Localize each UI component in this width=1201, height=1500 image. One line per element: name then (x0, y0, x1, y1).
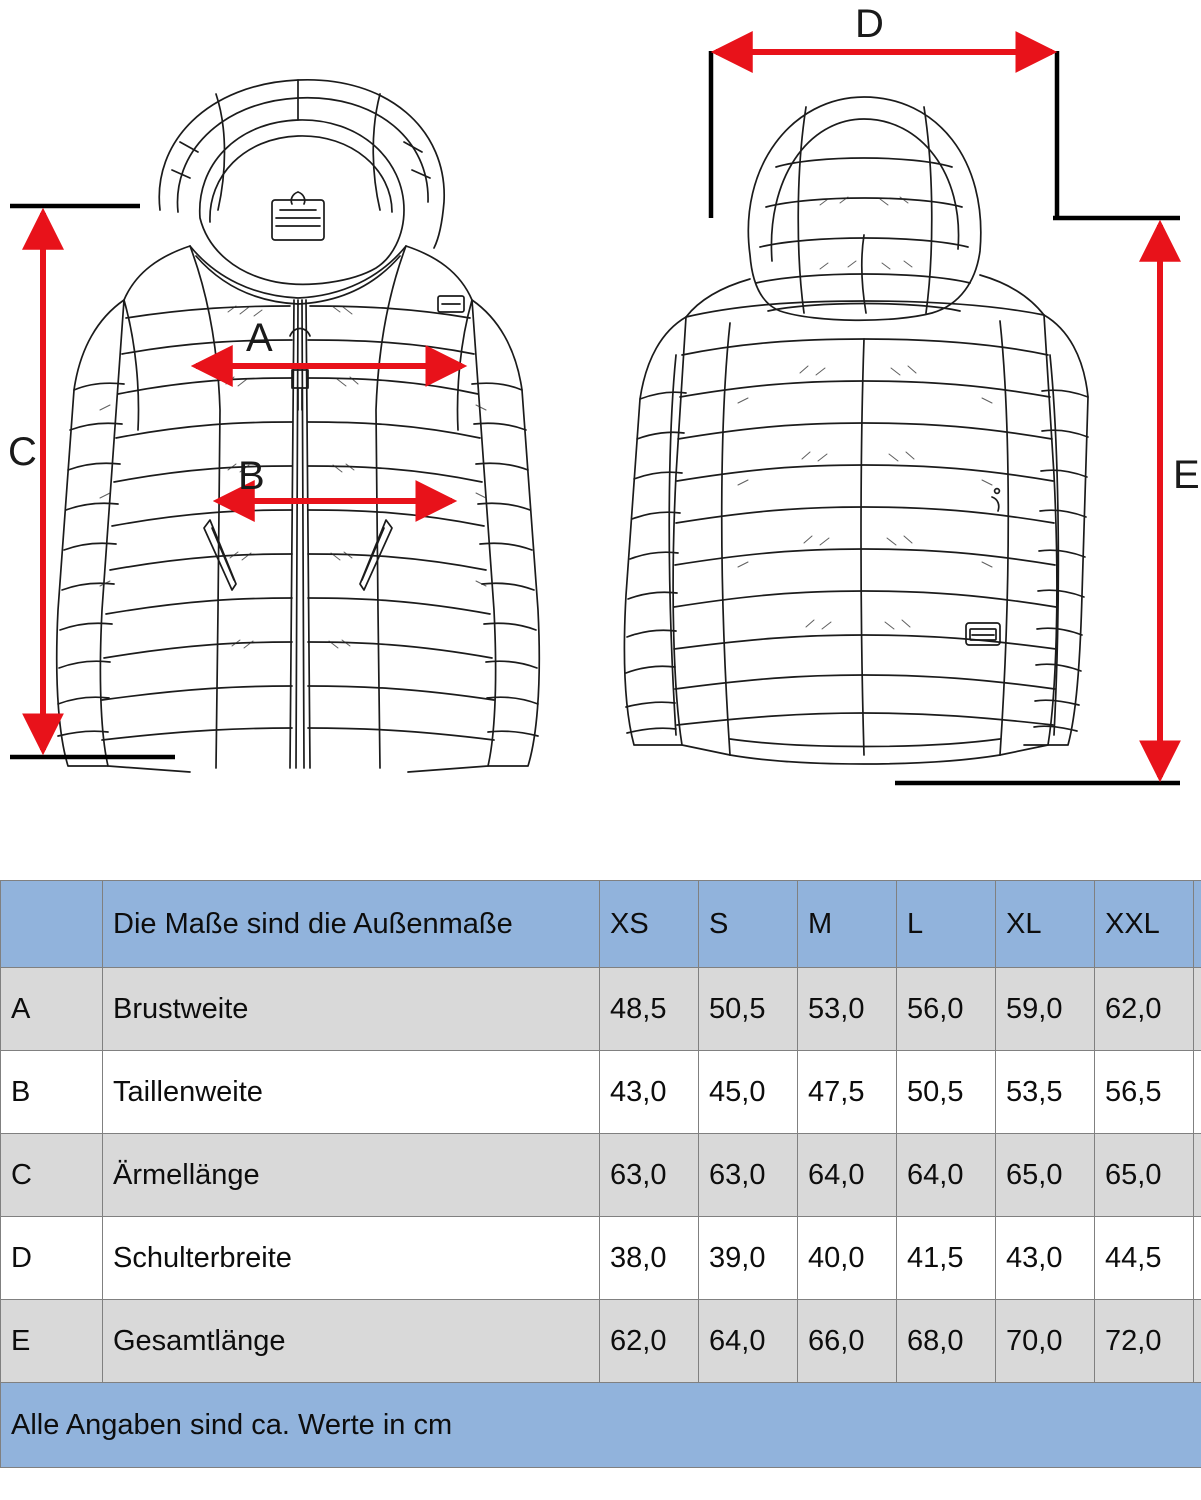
back-view-jacket-drawing (623, 96, 1089, 765)
row-value: 63,0 (698, 1133, 798, 1217)
header-size-xs: XS (599, 880, 699, 968)
measure-label-B: B (238, 454, 265, 498)
measure-label-C: C (8, 430, 37, 474)
row-letter: C (0, 1133, 103, 1217)
row-name: Schulterbreite (102, 1216, 600, 1300)
footer-note: Alle Angaben sind ca. Werte in cm (0, 1382, 1201, 1468)
header-size-l: L (896, 880, 996, 968)
row-value: 56,5 (1094, 1050, 1194, 1134)
row-value: 62,0 (1094, 967, 1194, 1051)
row-value: 41,5 (896, 1216, 996, 1300)
row-value: 53,5 (995, 1050, 1095, 1134)
measure-label-E: E (1173, 453, 1200, 497)
jacket-illustration-area: A B C D E (8, 2, 1200, 786)
size-chart-table: Die Maße sind die AußenmaßeXSSMLXLXXL3XL… (0, 880, 1201, 1468)
row-value: 50,5 (896, 1050, 996, 1134)
row-value: 40,0 (797, 1216, 897, 1300)
row-value: 48,5 (599, 967, 699, 1051)
measurement-overlay (10, 31, 1181, 786)
row-name: Brustweite (102, 967, 600, 1051)
row-value: 64,0 (797, 1133, 897, 1217)
row-letter: E (0, 1299, 103, 1383)
row-value: 39,0 (698, 1216, 798, 1300)
row-value: 46,0 (1193, 1216, 1201, 1300)
row-name: Taillenweite (102, 1050, 600, 1134)
row-value: 53,0 (797, 967, 897, 1051)
row-value: 44,5 (1094, 1216, 1194, 1300)
row-value: 38,0 (599, 1216, 699, 1300)
row-letter: D (0, 1216, 103, 1300)
table-header-row: Die Maße sind die AußenmaßeXSSMLXLXXL3XL (0, 880, 1201, 968)
row-value: 43,0 (599, 1050, 699, 1134)
header-size-xl: XL (995, 880, 1095, 968)
row-value: 43,0 (995, 1216, 1095, 1300)
row-value: 70,0 (995, 1299, 1095, 1383)
row-value: 59,0 (995, 967, 1095, 1051)
row-value: 68,0 (896, 1299, 996, 1383)
row-value: 65,0 (1193, 1133, 1201, 1217)
guide-lines (10, 51, 1180, 786)
row-value: 63,0 (599, 1133, 699, 1217)
header-size-s: S (698, 880, 798, 968)
row-value: 50,5 (698, 967, 798, 1051)
row-value: 64,0 (896, 1133, 996, 1217)
row-name: Gesamtlänge (102, 1299, 600, 1383)
row-value: 59,5 (1193, 1050, 1201, 1134)
header-size-xxl: XXL (1094, 880, 1194, 968)
row-value: 65,0 (1193, 967, 1201, 1051)
row-value: 45,0 (698, 1050, 798, 1134)
row-value: 62,0 (599, 1299, 699, 1383)
row-value: 74,0 (1193, 1299, 1201, 1383)
row-value: 47,5 (797, 1050, 897, 1134)
measure-label-D: D (855, 2, 884, 46)
measure-arrows (22, 31, 1181, 783)
row-value: 65,0 (995, 1133, 1095, 1217)
row-value: 66,0 (797, 1299, 897, 1383)
row-value: 64,0 (698, 1299, 798, 1383)
row-value: 65,0 (1094, 1133, 1194, 1217)
row-value: 56,0 (896, 967, 996, 1051)
header-size-3xl: 3XL (1193, 880, 1201, 968)
table-footer-row: Alle Angaben sind ca. Werte in cm (0, 1382, 1201, 1468)
row-value: 72,0 (1094, 1299, 1194, 1383)
row-letter: A (0, 967, 103, 1051)
header-title-cell: Die Maße sind die Außenmaße (102, 880, 600, 968)
header-letter-cell (0, 880, 103, 968)
measure-label-A: A (246, 316, 273, 360)
header-size-m: M (797, 880, 897, 968)
table-row: BTaillenweite43,045,047,550,553,556,559,… (0, 1050, 1201, 1134)
row-name: Ärmellänge (102, 1133, 600, 1217)
table-row: DSchulterbreite38,039,040,041,543,044,54… (0, 1216, 1201, 1300)
row-letter: B (0, 1050, 103, 1134)
